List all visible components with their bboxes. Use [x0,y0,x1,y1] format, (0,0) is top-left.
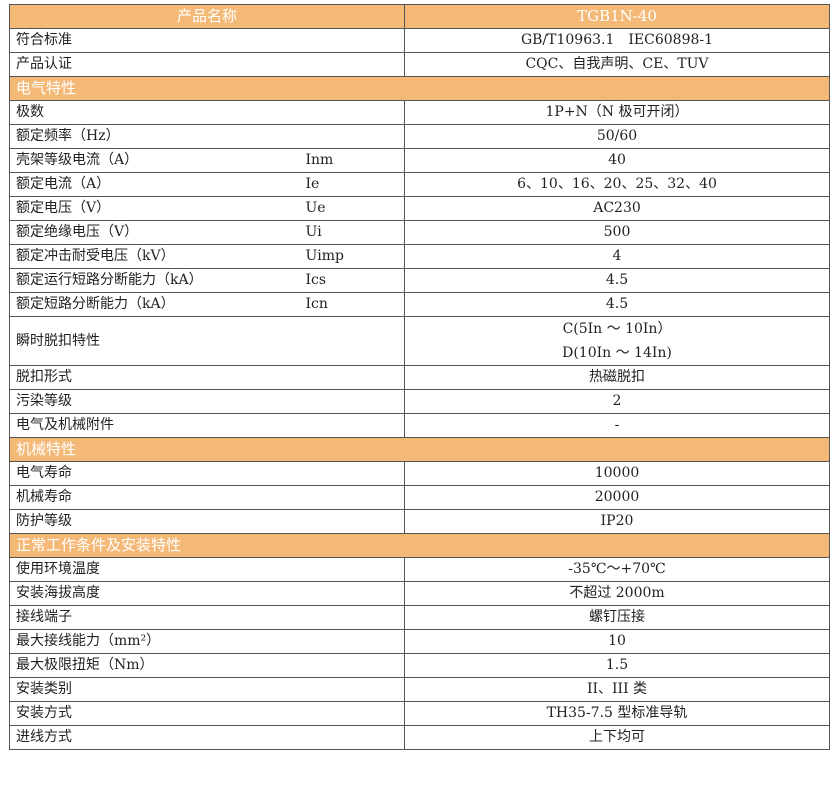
table-row: 极数 1P+N（N 极可开闭） [8,100,830,125]
row-label: 最大极限扭矩（Nm） [8,653,406,678]
table-row: 最大接线能力（mm²） 10 [8,629,830,654]
row-label: 符合标准 [8,28,406,53]
row-label: 接线端子 [8,605,406,630]
table-row: 防护等级 IP20 [8,509,830,534]
header-value: TGB1N-40 [404,4,830,29]
table-header-row: 产品名称 TGB1N-40 [8,4,830,29]
table-row: 安装类别 II、III 类 [8,677,830,702]
header-label: 产品名称 [8,4,406,29]
row-label: 安装方式 [8,701,406,726]
section-row: 正常工作条件及安装特性 [9,533,830,558]
table-row: 额定绝缘电压（V） Ui 500 [9,220,830,245]
row-value: 10 [404,629,830,654]
row-label: 额定电压（V） [9,196,300,221]
row-symbol: Icn [299,292,406,317]
row-label: 额定运行短路分断能力（kA） [9,268,300,293]
row-value: 螺钉压接 [404,605,830,630]
table-row: 额定冲击耐受电压（kV） Uimp 4 [9,244,830,269]
value-line: D(10In ～ 14In) [562,345,672,361]
row-symbol: Uimp [299,244,406,269]
row-value: TH35-7.5 型标准导轨 [404,701,830,726]
row-symbol: Ics [299,268,406,293]
table-row: 额定短路分断能力（kA） Icn 4.5 [9,292,830,317]
row-label: 电气及机械附件 [8,413,406,438]
row-value: 40 [404,148,830,173]
table-row: 额定电压（V） Ue AC230 [9,196,830,221]
row-label: 瞬时脱扣特性 [8,316,406,366]
row-label: 污染等级 [8,389,406,414]
row-label: 壳架等级电流（A） [9,148,300,173]
row-value: 6、10、16、20、25、32、40 [404,172,830,197]
row-value: 上下均可 [404,725,830,750]
row-symbol: Ui [299,220,406,245]
row-value: AC230 [404,196,830,221]
table-row: 壳架等级电流（A） Inm 40 [9,148,830,173]
table-row: 额定运行短路分断能力（kA） Ics 4.5 [9,268,830,293]
row-value: 2 [404,389,830,414]
table-row: 瞬时脱扣特性 C(5In ～ 10In） D(10In ～ 14In) [8,316,830,366]
section-title: 正常工作条件及安装特性 [9,533,830,558]
table-row: 电气及机械附件 - [8,413,830,438]
row-label: 额定电流（A） [9,172,300,197]
row-value: GB/T10963.1 IEC60898-1 [404,28,830,53]
row-value: 4 [404,244,830,269]
row-value: 1P+N（N 极可开闭） [404,100,830,125]
row-label: 电气寿命 [8,461,406,486]
table-row: 电气寿命 10000 [8,461,830,486]
section-row: 电气特性 [9,76,830,101]
table-row: 符合标准 GB/T10963.1 IEC60898-1 [8,28,830,53]
value-line: C(5In ～ 10In） [562,321,672,337]
row-value: C(5In ～ 10In） D(10In ～ 14In) [404,316,830,366]
row-label: 额定频率（Hz） [8,124,406,149]
row-value: 500 [404,220,830,245]
row-value: 20000 [404,485,830,510]
section-title: 机械特性 [9,437,830,462]
row-label: 额定短路分断能力（kA） [9,292,300,317]
row-value: 热磁脱扣 [404,365,830,390]
table-row: 最大极限扭矩（Nm） 1.5 [8,653,830,678]
row-label: 脱扣形式 [8,365,406,390]
row-label: 最大接线能力（mm²） [8,629,406,654]
row-label: 安装类别 [8,677,406,702]
row-value: - [404,413,830,438]
row-symbol: Inm [299,148,406,173]
row-value: 50/60 [404,124,830,149]
table-row: 进线方式 上下均可 [8,725,830,750]
table-row: 机械寿命 20000 [8,485,830,510]
table-row: 污染等级 2 [8,389,830,414]
row-value: 不超过 2000m [404,581,830,606]
row-label: 防护等级 [8,509,406,534]
row-value: II、III 类 [404,677,830,702]
row-label: 额定冲击耐受电压（kV） [9,244,300,269]
row-value: CQC、自我声明、CE、TUV [404,52,830,77]
row-label: 产品认证 [8,52,406,77]
row-label: 使用环境温度 [8,557,406,582]
table-row: 额定电流（A） Ie 6、10、16、20、25、32、40 [9,172,830,197]
section-row: 机械特性 [9,437,830,462]
table-row: 安装海拔高度 不超过 2000m [8,581,830,606]
row-value: IP20 [404,509,830,534]
row-label: 机械寿命 [8,485,406,510]
spec-table: 产品名称 TGB1N-40 符合标准 GB/T10963.1 IEC60898-1… [8,4,830,750]
table-row: 使用环境温度 -35℃～+70℃ [8,557,830,582]
row-label: 极数 [8,100,406,125]
row-symbol: Ie [299,172,406,197]
row-value: 4.5 [404,292,830,317]
table-row: 接线端子 螺钉压接 [8,605,830,630]
row-value: 4.5 [404,268,830,293]
row-symbol: Ue [299,196,406,221]
row-label: 额定绝缘电压（V） [9,220,300,245]
table-row: 额定频率（Hz） 50/60 [8,124,830,149]
row-value: -35℃～+70℃ [404,557,830,582]
row-label: 安装海拔高度 [8,581,406,606]
row-label: 进线方式 [8,725,406,750]
table-row: 产品认证 CQC、自我声明、CE、TUV [8,52,830,77]
section-title: 电气特性 [9,76,830,101]
row-value: 1.5 [404,653,830,678]
row-value: 10000 [404,461,830,486]
table-row: 脱扣形式 热磁脱扣 [8,365,830,390]
table-row: 安装方式 TH35-7.5 型标准导轨 [8,701,830,726]
